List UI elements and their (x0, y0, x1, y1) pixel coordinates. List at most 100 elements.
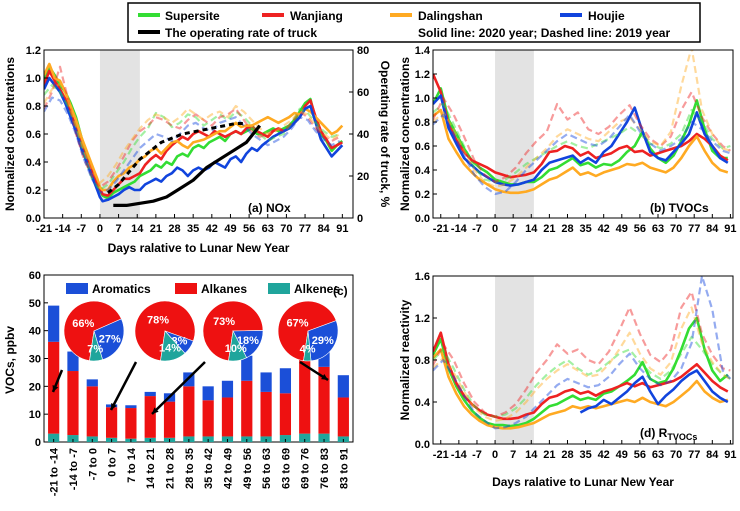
xtick-label-b: 91 (724, 223, 736, 235)
ytick-label-d: 1.2 (415, 313, 430, 325)
ytick-label-b: 0.8 (415, 117, 430, 129)
xtick-label-a: 28 (168, 223, 180, 235)
bar-aromatics-63-to-69 (279, 368, 292, 394)
xtick-label-a: -21 (36, 223, 52, 235)
xtick-label-c: 56 to 63 (261, 448, 273, 489)
bar-alkenes-21-to-14 (48, 433, 60, 442)
pie-label-3: 4% (300, 343, 316, 355)
bar-alkanes-7-to-14 (125, 408, 137, 439)
xtick-label-b: 49 (616, 223, 628, 235)
legend-label-houjie: Houjie (588, 9, 625, 23)
xtick-label-b: 84 (706, 223, 719, 235)
pie-label-1: 78% (147, 314, 169, 326)
ytick-label-d: 0.4 (415, 397, 431, 409)
pie-slice-0-66 (63, 300, 122, 362)
pie-arrow-head-0 (52, 385, 59, 392)
series-a-wanjiang-2020 (44, 69, 343, 197)
xtick-label-d: 84 (706, 449, 719, 461)
pie-label-2: 73% (213, 316, 235, 328)
pie-slice-3-67 (277, 300, 337, 362)
ytick-label-a: 0.0 (26, 213, 41, 225)
pie-arrow-head-3 (321, 374, 328, 380)
pie-slice-2-10 (228, 330, 248, 362)
shaded-period-d (495, 276, 534, 444)
bar-aromatics-14-to-21 (144, 391, 156, 397)
series-a-dalingshan-2020 (44, 62, 344, 192)
bar-alkenes-69-to-76 (299, 433, 311, 442)
series-d-dalingshan-2019 (433, 306, 731, 422)
series-group-a (44, 62, 344, 207)
legend-label-alkenes: Alkenes (294, 282, 340, 296)
ytick-label-b: 0.4 (415, 165, 431, 177)
ytick-label-d: 0.8 (415, 355, 430, 367)
xtick-label-b: 0 (492, 223, 498, 235)
xtick-label-a: -14 (55, 223, 72, 235)
bar-aromatics-7-to-0 (86, 379, 98, 387)
ytick-label-c: 60 (29, 270, 41, 282)
series-d-dalingshan-2020 (433, 348, 729, 430)
y2tick-label-a: 0 (357, 213, 363, 225)
series-b-wanjiang-2019 (433, 90, 731, 184)
bar-alkanes-21-to-28 (163, 401, 176, 438)
panel-title-b: (b) TVOCs (650, 201, 709, 215)
xtick-label-a: 7 (116, 223, 122, 235)
bar-alkanes-56-to-63 (260, 391, 272, 437)
series-a-the-operating-rate-of-truck-2020 (113, 124, 262, 207)
pie-label-2: 18% (237, 335, 259, 347)
pie-arrow-head-2 (152, 407, 159, 414)
ytick-label-d: 0.0 (415, 439, 430, 451)
xtick-label-d: 70 (670, 449, 682, 461)
bar-alkanes-76-to-83 (318, 366, 330, 434)
xtick-label-b: 70 (670, 223, 682, 235)
bar-alkanes-14-to-21 (144, 396, 156, 438)
series-d-houjie-2020 (579, 369, 729, 414)
legend-label-wanjiang: Wanjiang (290, 9, 343, 23)
xtick-label-a: 21 (150, 223, 162, 235)
plot-frame-b (432, 49, 734, 219)
ytick-label-a: 0.2 (26, 185, 41, 197)
xtick-label-b: 63 (652, 223, 664, 235)
xtick-label-d: 0 (492, 449, 498, 461)
xtick-label-c: -21 to -14 (49, 447, 61, 496)
xtick-label-d: 56 (634, 449, 646, 461)
y2tick-label-a: 80 (357, 45, 369, 57)
series-a-houjie-2020 (44, 76, 344, 203)
panel-title-sub-d: TVOCs (667, 432, 697, 442)
xtick-label-d: 28 (561, 449, 573, 461)
series-a-wanjiang-2019 (44, 65, 341, 189)
y-axis-label-d: Normalized reactivity (398, 299, 412, 420)
y-axis-label-c: VOCs, ppbv (3, 326, 17, 394)
legend-swatch-alkenes (268, 283, 290, 294)
bar-alkanes-7-to-0 (86, 386, 98, 437)
bar-alkanes-63-to-69 (279, 393, 292, 436)
y-axis-label-a: Normalized concentrations (3, 57, 17, 211)
xtick-label-a: 77 (299, 223, 311, 235)
xtick-label-a: 42 (206, 223, 218, 235)
ytick-label-b: 1.2 (415, 69, 430, 81)
xtick-label-a: 84 (318, 223, 331, 235)
xtick-label-b: 42 (598, 223, 610, 235)
panel-title-d: (d) RTVOCs (640, 426, 697, 442)
ytick-label-a: 1.0 (26, 73, 41, 85)
series-b-dalingshan-2019 (433, 50, 731, 188)
xtick-label-c: 21 to 28 (165, 448, 177, 489)
series-d-supersite-2019 (433, 335, 731, 418)
xtick-label-c: 28 to 35 (184, 448, 196, 489)
y-axis-label-b: Normalized concentrations (398, 57, 412, 211)
xtick-label-d: 77 (688, 449, 700, 461)
ytick-label-b: 1.0 (415, 93, 430, 105)
pie-slice-1-14 (160, 330, 186, 362)
xtick-label-c: 0 to 7 (107, 448, 119, 477)
panel-title-a: (a) NOx (248, 201, 291, 215)
series-d-supersite-2020 (433, 316, 729, 428)
xtick-label-d: 7 (510, 449, 516, 461)
xtick-label-a: 0 (97, 223, 103, 235)
bar-aromatics-35-to-42 (202, 386, 214, 401)
bar-aromatics-7-to-14 (125, 405, 137, 409)
ytick-label-b: 0.6 (415, 141, 430, 153)
pie-label-3: 29% (312, 335, 334, 347)
pie-label-0: 7% (87, 343, 103, 355)
xtick-label-d: -7 (472, 449, 482, 461)
legend-swatch-alkanes (175, 283, 197, 294)
